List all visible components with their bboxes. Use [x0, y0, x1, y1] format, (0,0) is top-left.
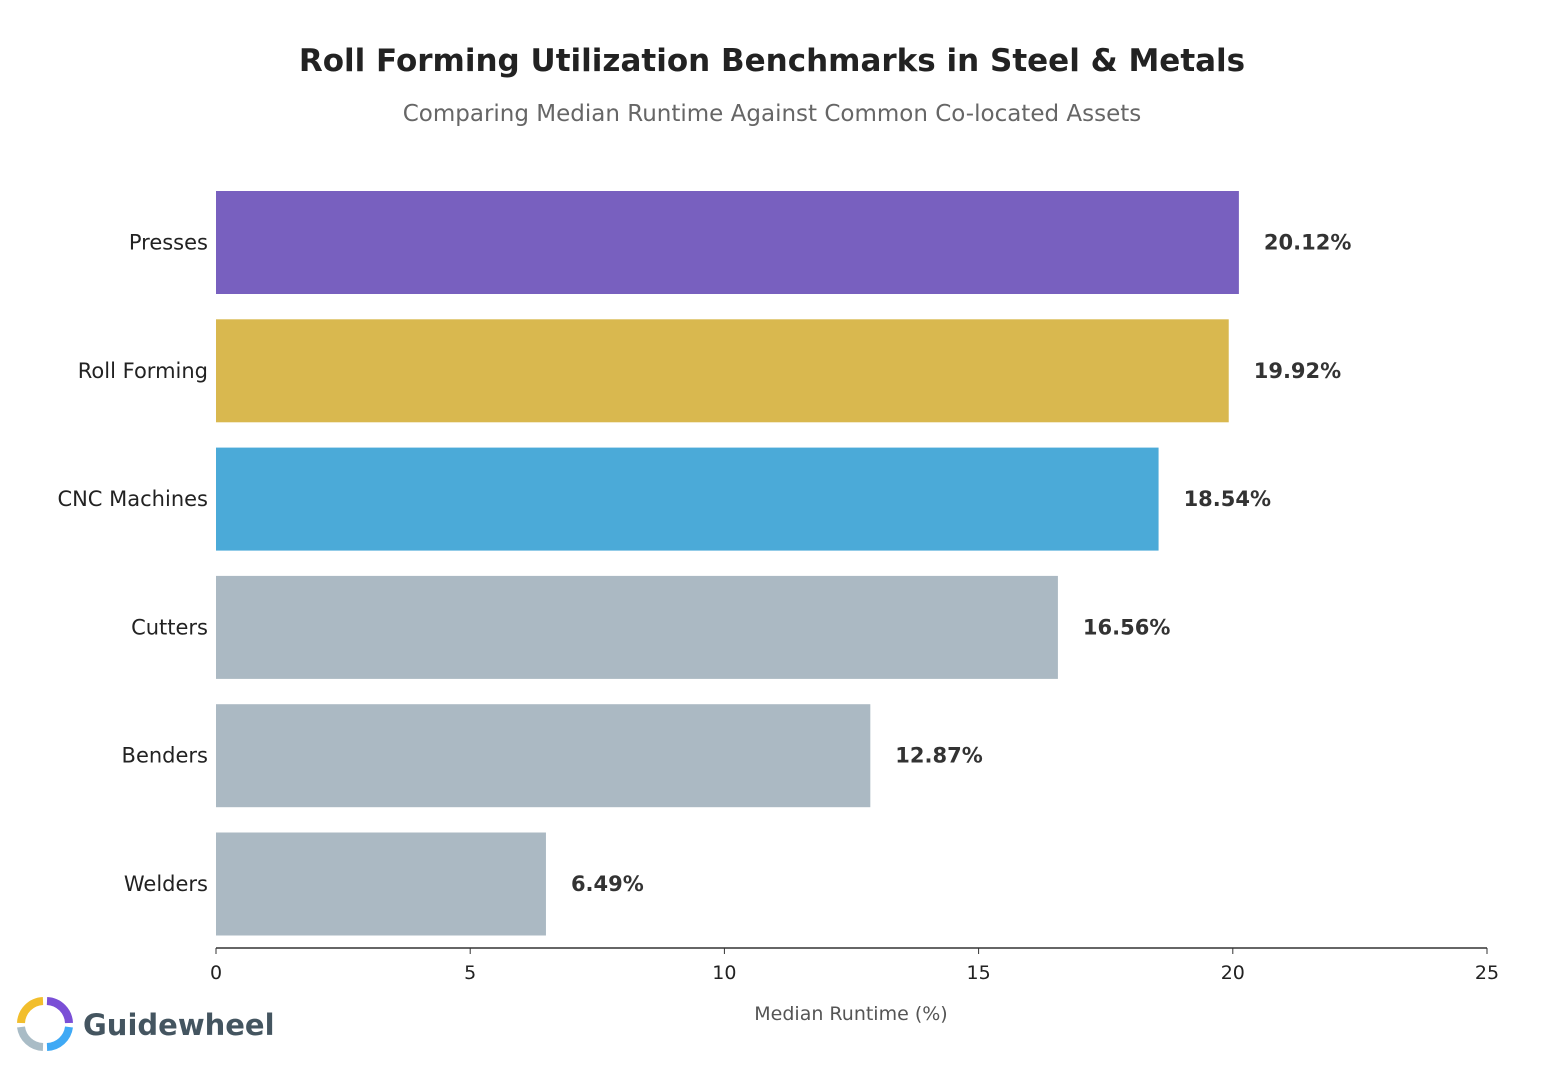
category-label: CNC Machines [57, 487, 208, 511]
value-label: 12.87% [895, 744, 982, 768]
x-axis-title: Median Runtime (%) [754, 1003, 947, 1025]
x-tick-label: 0 [210, 962, 222, 984]
brand-logo: Guidewheel [17, 997, 275, 1051]
category-label: Roll Forming [78, 359, 208, 383]
chart-title: Roll Forming Utilization Benchmarks in S… [299, 43, 1245, 79]
category-label: Cutters [131, 615, 208, 639]
value-label: 18.54% [1184, 487, 1271, 511]
chart-subtitle: Comparing Median Runtime Against Common … [403, 101, 1142, 127]
value-label: 20.12% [1264, 231, 1351, 255]
bars-group: Presses 20.12% Roll Forming 19.92% CNC Machi… [57, 191, 1351, 936]
x-tick-label: 10 [712, 962, 736, 984]
brand-name: Guidewheel [83, 1008, 275, 1042]
value-label: 6.49% [571, 872, 644, 896]
value-label: 19.92% [1254, 359, 1341, 383]
bar-benders [216, 704, 871, 808]
x-tick-label: 25 [1475, 962, 1499, 984]
value-label: 16.56% [1083, 615, 1170, 639]
bar-roll-forming [216, 319, 1229, 423]
bar-presses [216, 191, 1239, 294]
category-label: Welders [124, 872, 208, 896]
category-label: Presses [129, 231, 208, 255]
bar-cnc-machines [216, 447, 1159, 551]
category-label: Benders [122, 744, 208, 768]
guidewheel-logo-icon [17, 997, 73, 1051]
x-tick-label: 20 [1221, 962, 1245, 984]
bar-cutters [216, 575, 1058, 679]
x-ticks-group: 0 5 10 15 20 25 [210, 948, 1499, 984]
x-tick-label: 5 [464, 962, 476, 984]
x-tick-label: 15 [967, 962, 991, 984]
bar-welders [216, 832, 546, 936]
